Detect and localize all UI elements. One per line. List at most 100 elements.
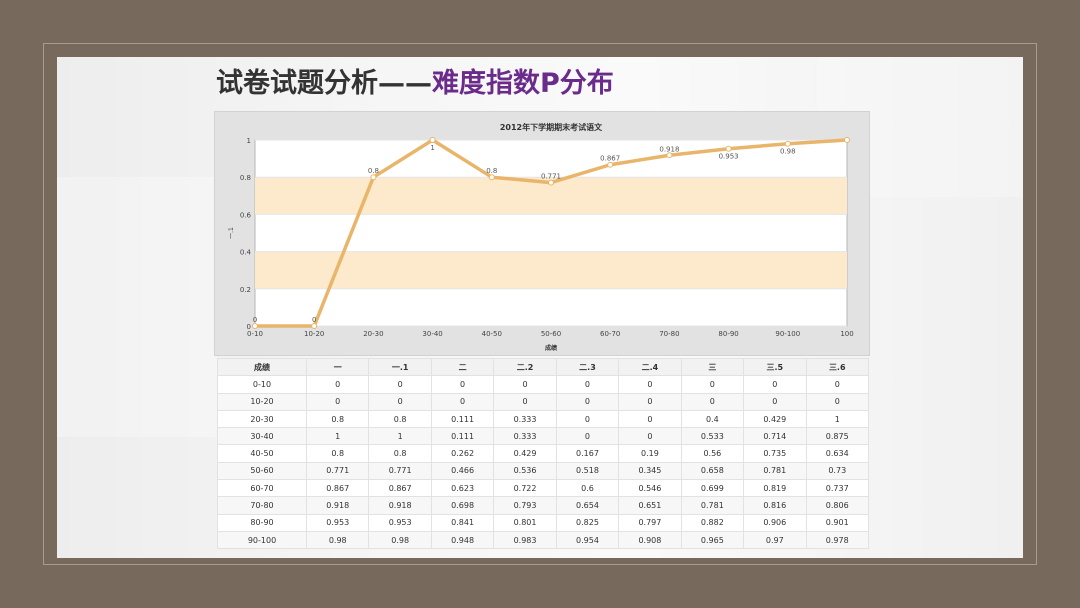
table-cell: 0 bbox=[555, 409, 620, 429]
table-cell: 0.98 bbox=[305, 530, 370, 550]
table-cell: 0.466 bbox=[430, 461, 495, 481]
table-cell: 0.6 bbox=[555, 479, 620, 498]
table-cell: 0.546 bbox=[618, 479, 682, 498]
table-row: 30-40 1 1 0.111 0.333 0 0 0.533 0.714 0.875 bbox=[217, 427, 869, 446]
table-header-cell: 二.4 bbox=[618, 357, 682, 377]
table-cell: 0.98 bbox=[368, 530, 432, 550]
table-cell: 0.954 bbox=[555, 530, 620, 550]
chart-title: 2012年下学期期末考试语文 bbox=[500, 122, 603, 132]
table-cell: 60-70 bbox=[217, 479, 307, 498]
table-header-cell: 成绩 bbox=[217, 357, 307, 377]
table-header-row: 成绩一一.1 二二.2 二.3 二.4 三三.5 三.6 bbox=[217, 357, 869, 377]
table-cell: 0.333 bbox=[493, 409, 557, 429]
table-cell: 0.901 bbox=[805, 513, 869, 532]
table-body: 0-10 0 0 0 0 0 0 0 0 0 10-20 0 0 0 0 0 0 0 0 0 20-30 0.8 0.8 0.… bbox=[217, 375, 869, 550]
table-row: 60-70 0.867 0.867 0.623 0.722 0.6 0.546 0.699 0.… bbox=[217, 479, 869, 498]
table-cell: 0 bbox=[368, 392, 432, 411]
x-tick-label: 20-30 bbox=[363, 330, 383, 338]
table-cell: 0.953 bbox=[368, 513, 432, 532]
plot-area bbox=[254, 139, 848, 327]
table-cell: 0.918 bbox=[368, 496, 432, 515]
table-cell: 0.735 bbox=[743, 444, 807, 463]
table-cell: 0 bbox=[305, 375, 370, 394]
table-cell: 0 bbox=[680, 375, 745, 394]
table-header-cell: 二.3 bbox=[555, 357, 620, 377]
table-cell: 0.73 bbox=[805, 461, 869, 481]
x-tick-label: 10-20 bbox=[304, 330, 324, 338]
table-cell: 40-50 bbox=[217, 444, 307, 463]
table-cell: 0.533 bbox=[680, 427, 745, 446]
table-cell: 0.658 bbox=[680, 461, 745, 481]
table-cell: 0.429 bbox=[743, 409, 807, 429]
table-cell: 1 bbox=[368, 427, 432, 446]
table-cell: 0.906 bbox=[743, 513, 807, 532]
table-cell: 0.8 bbox=[305, 444, 370, 463]
y-tick-label: 0.4 bbox=[240, 249, 252, 257]
y-tick-label: 1 bbox=[247, 137, 251, 145]
table-cell: 0.56 bbox=[680, 444, 745, 463]
table-cell: 0 bbox=[618, 427, 682, 446]
table-cell: 0 bbox=[743, 392, 807, 411]
data-point bbox=[252, 323, 258, 329]
data-point bbox=[311, 323, 318, 329]
x-tick-label: 50-60 bbox=[541, 330, 561, 338]
table-row: 50-60 0.771 0.771 0.466 0.536 0.518 0.345 0.658… bbox=[217, 461, 869, 481]
table-cell: 0.908 bbox=[618, 530, 682, 550]
x-tick-label: 40-50 bbox=[482, 330, 502, 338]
y-tick-label: 0.8 bbox=[240, 174, 251, 182]
table-cell: 0 bbox=[805, 375, 869, 394]
table-cell: 0.111 bbox=[430, 427, 495, 446]
table-cell: 80-90 bbox=[217, 513, 307, 532]
table-cell: 0.801 bbox=[493, 513, 557, 532]
table-cell: 0 bbox=[493, 392, 557, 411]
table-cell: 0 bbox=[555, 427, 620, 446]
table-cell: 0 bbox=[430, 375, 495, 394]
table-cell: 0.8 bbox=[368, 444, 432, 463]
table-row: 70-80 0.918 0.918 0.698 0.793 0.654 0.651 0.781… bbox=[217, 496, 869, 515]
data-label: 0.867 bbox=[600, 155, 620, 163]
x-axis-label: 成绩 bbox=[545, 344, 557, 352]
table-cell: 0.19 bbox=[618, 444, 682, 463]
table-cell: 0.536 bbox=[493, 461, 557, 481]
data-label: 0 bbox=[312, 316, 316, 324]
table-cell: 0.699 bbox=[680, 479, 745, 498]
table-cell: 0.429 bbox=[493, 444, 557, 463]
table-row: 20-30 0.8 0.8 0.111 0.333 0 0 0.4 0.429 1 bbox=[217, 409, 869, 429]
table-cell: 0.167 bbox=[555, 444, 620, 463]
data-point bbox=[429, 137, 436, 143]
table-cell: 0.4 bbox=[680, 409, 745, 429]
background-decoration bbox=[57, 177, 217, 437]
table-header-cell: 三.6 bbox=[805, 357, 869, 377]
table-header-cell: 一 bbox=[305, 357, 370, 377]
table-header-cell: 三 bbox=[680, 357, 745, 377]
table-cell: 0.333 bbox=[493, 427, 557, 446]
table-header-cell: 三.5 bbox=[743, 357, 807, 377]
table-cell: 0.841 bbox=[430, 513, 495, 532]
data-label: 0.98 bbox=[780, 148, 796, 156]
table-cell: 0 bbox=[805, 392, 869, 411]
table-cell: 0.262 bbox=[430, 444, 495, 463]
table-cell: 0.793 bbox=[493, 496, 557, 515]
table-cell: 0.819 bbox=[743, 479, 807, 498]
table-cell: 0 bbox=[555, 375, 620, 394]
slide-title-highlight: 难度指数P分布 bbox=[432, 68, 614, 99]
table-cell: 0.771 bbox=[368, 461, 432, 481]
table-row: 40-50 0.8 0.8 0.262 0.429 0.167 0.19 0.56 0.735 0… bbox=[217, 444, 869, 463]
table-cell: 0.825 bbox=[555, 513, 620, 532]
table-cell: 0.875 bbox=[805, 427, 869, 446]
table-cell: 20-30 bbox=[217, 409, 307, 429]
table-cell: 0 bbox=[743, 375, 807, 394]
y-tick-label: 0 bbox=[247, 323, 251, 331]
y-tick-label: 0.6 bbox=[240, 211, 252, 219]
table-cell: 0.737 bbox=[805, 479, 869, 498]
table-cell: 0.816 bbox=[743, 496, 807, 515]
slide-frame bbox=[43, 43, 1037, 565]
table-cell: 0.806 bbox=[805, 496, 869, 515]
chart-panel: 0 0.2 0.4 0.6 0.8 1 0-10 10-20 20-30 30-40 40-50 50… bbox=[214, 111, 870, 356]
table-cell: 0 bbox=[305, 392, 370, 411]
table-cell: 0.8 bbox=[305, 409, 370, 429]
data-label: 0.8 bbox=[368, 167, 379, 175]
table-cell: 0.654 bbox=[555, 496, 620, 515]
x-tick-label: 90-100 bbox=[775, 330, 800, 338]
x-tick-label: 60-70 bbox=[600, 330, 620, 338]
